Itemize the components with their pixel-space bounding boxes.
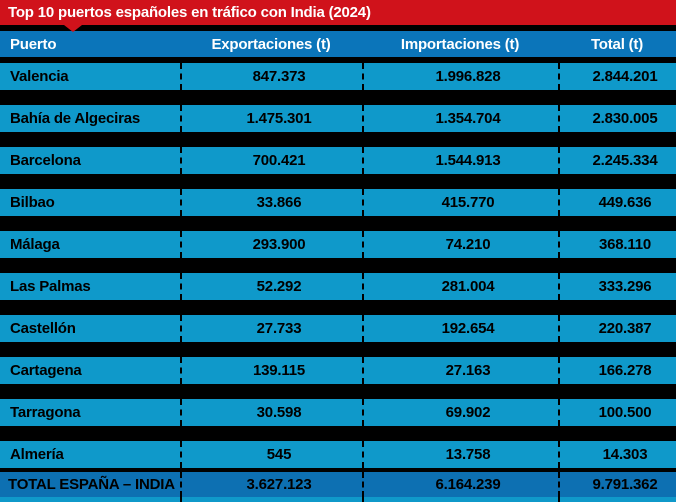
cell-exportaciones: 545 <box>180 441 362 468</box>
cell-total: 220.387 <box>558 315 676 342</box>
cell-importaciones: 1.354.704 <box>362 105 558 132</box>
cell-exportaciones: 52.292 <box>180 273 362 300</box>
cell-puerto: Málaga <box>10 236 60 253</box>
chart-title: Top 10 puertos españoles en tráfico con … <box>8 4 371 21</box>
total-exportaciones-value: 3.627.123 <box>180 472 362 497</box>
cell-puerto: Cartagena <box>10 362 82 379</box>
cell-total: 166.278 <box>558 357 676 384</box>
total-row-label: TOTAL ESPAÑA – INDIA <box>8 476 175 493</box>
title-pointer-triangle-icon <box>64 25 82 32</box>
total-total-value: 9.791.362 <box>558 472 676 497</box>
table-row: Málaga 293.900 74.210 368.110 <box>0 231 676 258</box>
table-header-row: Puerto Exportaciones (t) Importaciones (… <box>0 31 676 57</box>
table-body: Valencia 847.373 1.996.828 2.844.201 Bah… <box>0 63 676 468</box>
cell-puerto: Valencia <box>10 68 69 85</box>
table-row: Bilbao 33.866 415.770 449.636 <box>0 189 676 216</box>
cell-importaciones: 1.544.913 <box>362 147 558 174</box>
title-bar: Top 10 puertos españoles en tráfico con … <box>0 0 676 25</box>
cell-importaciones: 27.163 <box>362 357 558 384</box>
cell-total: 2.245.334 <box>558 147 676 174</box>
cell-total: 2.844.201 <box>558 63 676 90</box>
table-row: Valencia 847.373 1.996.828 2.844.201 <box>0 63 676 90</box>
cell-total: 333.296 <box>558 273 676 300</box>
bottom-strip <box>0 497 676 502</box>
column-header-puerto: Puerto <box>10 35 57 53</box>
cell-importaciones: 1.996.828 <box>362 63 558 90</box>
cell-puerto: Las Palmas <box>10 278 91 295</box>
cell-exportaciones: 30.598 <box>180 399 362 426</box>
table-row: Castellón 27.733 192.654 220.387 <box>0 315 676 342</box>
cell-total: 14.303 <box>558 441 676 468</box>
cell-puerto: Bilbao <box>10 194 55 211</box>
cell-total: 449.636 <box>558 189 676 216</box>
table-row: Barcelona 700.421 1.544.913 2.245.334 <box>0 147 676 174</box>
column-header-importaciones: Importaciones (t) <box>400 35 520 53</box>
cell-total: 2.830.005 <box>558 105 676 132</box>
table-row: Bahía de Algeciras 1.475.301 1.354.704 2… <box>0 105 676 132</box>
cell-puerto: Barcelona <box>10 152 81 169</box>
column-header-exportaciones: Exportaciones (t) <box>211 35 331 53</box>
cell-puerto: Castellón <box>10 320 76 337</box>
cell-importaciones: 74.210 <box>362 231 558 258</box>
cell-total: 100.500 <box>558 399 676 426</box>
table-row: Las Palmas 52.292 281.004 333.296 <box>0 273 676 300</box>
cell-exportaciones: 33.866 <box>180 189 362 216</box>
cell-exportaciones: 1.475.301 <box>180 105 362 132</box>
cell-total: 368.110 <box>558 231 676 258</box>
cell-exportaciones: 293.900 <box>180 231 362 258</box>
total-importaciones-value: 6.164.239 <box>362 472 558 497</box>
cell-importaciones: 281.004 <box>362 273 558 300</box>
cell-importaciones: 192.654 <box>362 315 558 342</box>
cell-exportaciones: 139.115 <box>180 357 362 384</box>
table-total-row: TOTAL ESPAÑA – INDIA 3.627.123 6.164.239… <box>0 472 676 497</box>
column-header-total: Total (t) <box>590 35 644 53</box>
table-row: Tarragona 30.598 69.902 100.500 <box>0 399 676 426</box>
cell-exportaciones: 847.373 <box>180 63 362 90</box>
cell-importaciones: 415.770 <box>362 189 558 216</box>
cell-puerto: Almería <box>10 446 64 463</box>
cell-puerto: Tarragona <box>10 404 81 421</box>
cell-exportaciones: 27.733 <box>180 315 362 342</box>
cell-importaciones: 13.758 <box>362 441 558 468</box>
cell-puerto: Bahía de Algeciras <box>10 110 141 127</box>
cell-importaciones: 69.902 <box>362 399 558 426</box>
table-row: Almería 545 13.758 14.303 <box>0 441 676 468</box>
cell-exportaciones: 700.421 <box>180 147 362 174</box>
table-row: Cartagena 139.115 27.163 166.278 <box>0 357 676 384</box>
